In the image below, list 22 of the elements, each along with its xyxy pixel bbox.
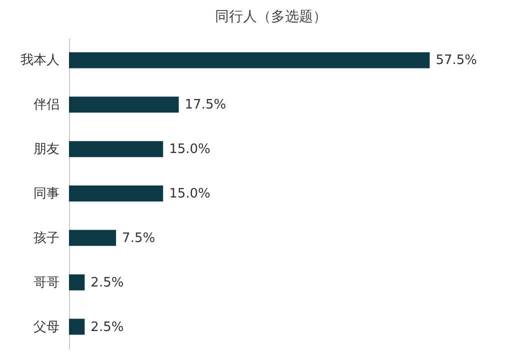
y-tick-label: 朋友 — [34, 142, 60, 158]
y-tick-label: 我本人 — [20, 53, 60, 68]
bar — [69, 274, 85, 290]
y-tick-label: 伴侣 — [34, 98, 60, 113]
bar — [69, 141, 164, 158]
data-label: 15.0% — [169, 186, 210, 202]
bar — [69, 186, 164, 202]
bar — [69, 52, 430, 68]
y-tick-label: 父母 — [34, 320, 60, 335]
data-label: 15.0% — [169, 142, 210, 158]
y-tick-label: 孩子 — [34, 230, 60, 246]
y-tick-label: 同事 — [34, 186, 60, 202]
data-label: 57.5% — [436, 53, 478, 68]
chart-title: 同行人（多选题） — [215, 9, 327, 25]
bar — [69, 318, 85, 335]
bar — [69, 230, 116, 246]
data-label: 17.5% — [184, 98, 226, 113]
y-tick-label: 哥哥 — [34, 275, 60, 290]
bar — [69, 96, 179, 113]
data-label: 2.5% — [90, 275, 124, 290]
data-label: 2.5% — [90, 320, 124, 335]
data-label: 7.5% — [122, 230, 156, 246]
